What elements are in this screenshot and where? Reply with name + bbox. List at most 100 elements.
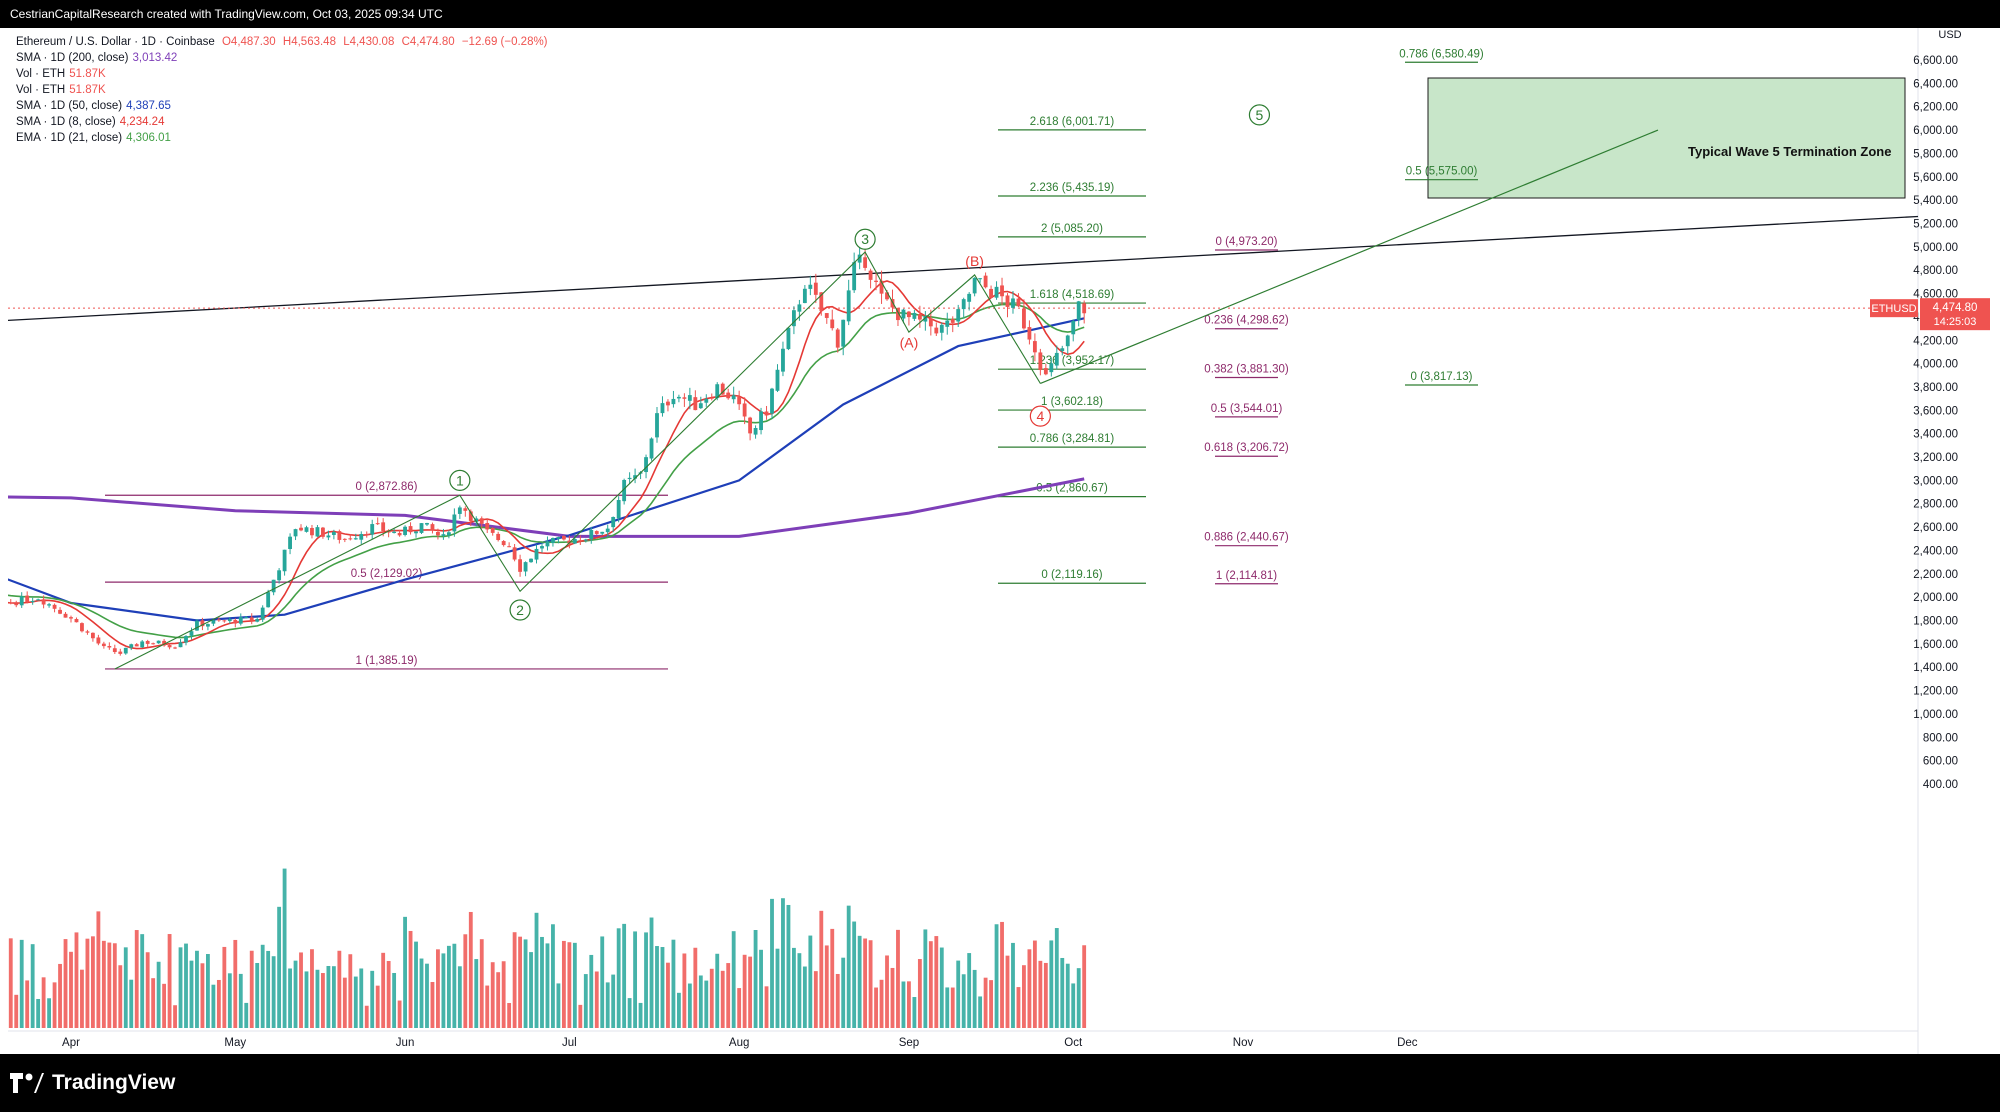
volume-bar	[879, 979, 884, 1028]
candle-body	[408, 526, 413, 533]
tradingview-logo-icon	[10, 1073, 44, 1093]
volume-bar	[726, 963, 731, 1028]
volume-bar	[496, 972, 501, 1028]
termination-zone-label: Typical Wave 5 Termination Zone	[1688, 144, 1891, 159]
volume-bar	[463, 934, 468, 1028]
candle-body	[616, 500, 621, 519]
price-tick-label: 1,600.00	[1913, 639, 1958, 651]
volume-bar	[540, 936, 544, 1028]
legend-value: 51.87K	[69, 84, 106, 96]
wave-label: 5	[1256, 107, 1264, 123]
candle-body	[896, 307, 900, 321]
candle-body	[1049, 363, 1054, 373]
volume-bar	[1038, 960, 1043, 1028]
candle-body	[479, 518, 484, 524]
volume-bar	[474, 959, 479, 1028]
candle-body	[107, 645, 112, 648]
candle-body	[151, 643, 156, 645]
fib-level-label: 0 (3,817.13)	[1410, 371, 1472, 383]
price-tick-label: 400.00	[1923, 779, 1958, 791]
price-axis[interactable]: USD 6,600.00 6,400.00 6,200.00 6,000.00 5,800…	[1913, 28, 1962, 1054]
chart-area[interactable]: USD 6,600.00 6,400.00 6,200.00 6,000.00 5,800…	[8, 28, 1992, 1054]
volume-bar	[928, 941, 933, 1028]
candle-body	[512, 547, 517, 560]
candle-body	[468, 511, 473, 521]
candle-body	[885, 292, 889, 300]
candle-body	[704, 398, 709, 403]
candle-body	[907, 311, 911, 318]
volume-bar	[1005, 955, 1010, 1028]
volume-bar	[58, 963, 62, 1028]
fib-level-label: 0.5 (3,544.01)	[1211, 403, 1283, 415]
candle-body	[58, 609, 62, 614]
volume-bar	[151, 978, 156, 1028]
candle-body	[770, 388, 774, 414]
legend-row-ema21: EMA · 1D (21, close) 4,306.01	[16, 130, 552, 146]
candle-body	[720, 383, 725, 395]
volume-bar	[972, 969, 977, 1028]
time-axis[interactable]: Apr May Jun Jul Aug Sep Oct Nov Dec	[8, 1030, 1918, 1049]
candle-body	[436, 531, 440, 536]
price-chart[interactable]: USD 6,600.00 6,400.00 6,200.00 6,000.00 5,800…	[8, 28, 1992, 1054]
volume-bar	[277, 906, 282, 1028]
candle-body	[551, 538, 555, 543]
volume-bar	[748, 956, 753, 1028]
candle-body	[392, 531, 397, 533]
wave-annotations[interactable]: 1 2 3 (A) (B) 4 5	[114, 104, 1659, 670]
candle-body	[808, 284, 813, 289]
volume-bar	[200, 963, 205, 1028]
ohlc-high: H4,563.48	[282, 36, 336, 48]
candle-body	[753, 428, 758, 435]
candle-body	[112, 648, 117, 653]
fib-level-label: 1.236 (3,952.17)	[1030, 355, 1115, 367]
candle-body	[1000, 285, 1004, 297]
legend-value: 4,387.65	[126, 100, 171, 112]
volume-bar	[244, 1002, 249, 1028]
time-tick-label: Aug	[729, 1037, 749, 1049]
candle-body	[25, 595, 30, 603]
volume-bar	[545, 943, 550, 1028]
candle-body	[474, 518, 479, 522]
fib-level-label: 2.618 (6,001.71)	[1030, 116, 1115, 128]
volume-bar	[490, 962, 495, 1028]
ema21-line	[8, 303, 1085, 639]
resistance-trendline	[8, 215, 1919, 322]
candle-body	[1011, 298, 1015, 308]
time-tick-label: Dec	[1397, 1037, 1418, 1049]
volume-bar	[69, 951, 73, 1028]
volume-bar	[145, 952, 150, 1028]
volume-bar	[41, 977, 46, 1028]
volume-bar	[140, 934, 145, 1028]
volume-bar	[80, 969, 84, 1028]
candle-body	[299, 527, 303, 531]
tradingview-logo[interactable]: TradingView	[10, 1070, 175, 1096]
volume-bar	[90, 936, 95, 1028]
volume-bar	[775, 948, 780, 1028]
wave-label-circle	[1029, 405, 1051, 427]
volume-bar	[819, 910, 824, 1028]
time-tick-label: Sep	[899, 1037, 919, 1049]
volume-bar	[512, 932, 517, 1028]
candle-body	[69, 617, 73, 619]
volume-bar	[195, 950, 199, 1028]
time-tick-label: Apr	[62, 1037, 80, 1049]
legend-row-vol: Vol · ETH 51.87K	[16, 66, 552, 82]
candle-body	[359, 534, 364, 540]
volume-bar	[370, 970, 375, 1028]
legend-value: 4,306.01	[126, 132, 171, 144]
volume-bar	[1011, 942, 1015, 1028]
volume-bar	[989, 980, 993, 1028]
termination-zone-box[interactable]	[1427, 77, 1906, 199]
volume-bar	[983, 977, 988, 1028]
volume-bar	[282, 868, 287, 1028]
candle-body	[430, 524, 435, 531]
candle-body	[622, 479, 627, 502]
candle-body	[841, 319, 846, 347]
fibonacci-levels[interactable]: 0 (2,872.86) 0.5 (2,129.02) 1 (1,385.19) 2.…	[105, 48, 1484, 670]
candle-body	[375, 523, 380, 525]
termination-zone[interactable]: Typical Wave 5 Termination Zone	[1427, 77, 1906, 199]
candle-body	[917, 314, 922, 320]
fib-level-label: 2 (5,085.20)	[1041, 223, 1103, 235]
candle-body	[676, 396, 681, 399]
volume-bar	[1076, 968, 1081, 1028]
